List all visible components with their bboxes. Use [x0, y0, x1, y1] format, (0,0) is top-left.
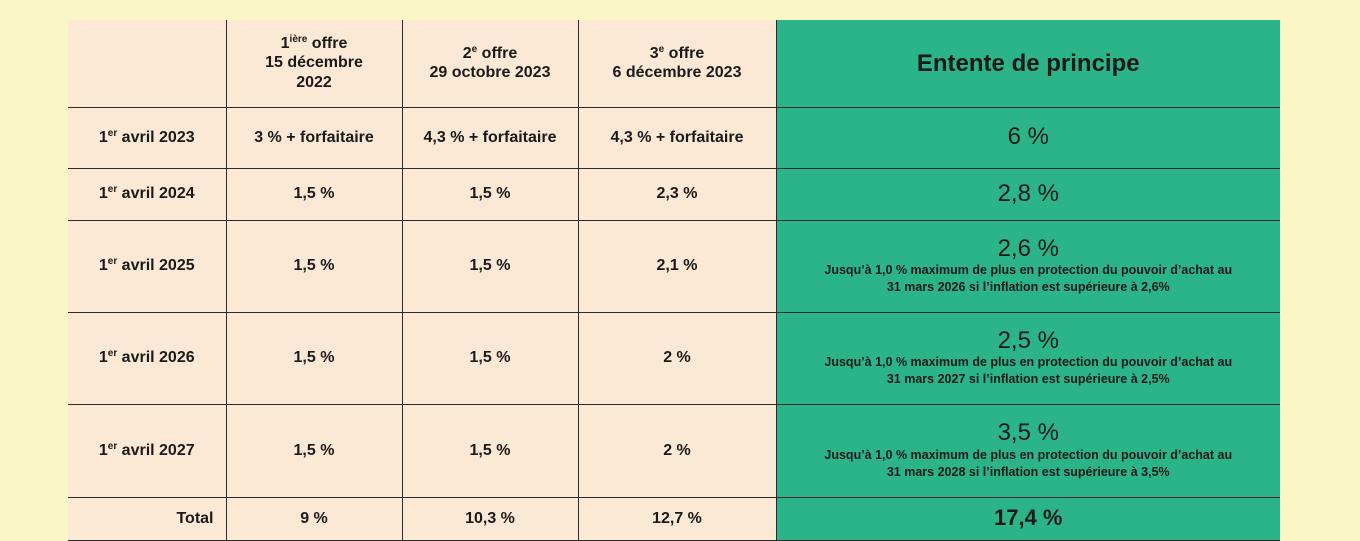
total-row: Total 9 % 10,3 % 12,7 % 17,4 %: [68, 496, 1280, 541]
offer-3-cell: 2,1 %: [577, 219, 777, 313]
salary-offers-table-container: 1ière offre 15 décembre 2022 2e offre 29…: [68, 20, 1280, 541]
offer-2-cell: 1,5 %: [401, 167, 579, 221]
purchasing-power-note: Jusqu’à 1,0 % maximum de plus en protect…: [824, 355, 1233, 387]
agreement-value: 6 %: [1007, 123, 1049, 151]
offer-1-cell: 1,5 %: [225, 219, 403, 313]
offer-3-cell: 2,3 %: [577, 167, 777, 221]
row-label: 1er avril 2026: [68, 311, 227, 405]
offer-2-cell: 1,5 %: [401, 403, 579, 498]
row-label: 1er avril 2024: [68, 167, 227, 221]
purchasing-power-note: Jusqu’à 1,0 % maximum de plus en protect…: [824, 447, 1233, 479]
table-row: 1er avril 2024 1,5 % 1,5 % 2,3 % 2,8 %: [68, 167, 1280, 221]
row-label: 1er avril 2027: [68, 403, 227, 498]
row-label: 1er avril 2023: [68, 106, 227, 169]
header-agreement: Entente de principe: [775, 20, 1280, 108]
offer-3-cell: 2 %: [577, 311, 777, 405]
total-offer-2: 10,3 %: [401, 496, 579, 541]
agreement-value: 2,6 %: [997, 234, 1059, 262]
table-row: 1er avril 2025 1,5 % 1,5 % 2,1 % 2,6 % J…: [68, 219, 1280, 313]
agreement-cell: 3,5 % Jusqu’à 1,0 % maximum de plus en p…: [775, 403, 1280, 498]
agreement-cell: 2,8 %: [775, 167, 1280, 221]
table-row: 1er avril 2026 1,5 % 1,5 % 2 % 2,5 % Jus…: [68, 311, 1280, 405]
agreement-cell: 6 %: [775, 106, 1280, 169]
offer-1-cell: 1,5 %: [225, 167, 403, 221]
agreement-cell: 2,5 % Jusqu’à 1,0 % maximum de plus en p…: [775, 311, 1280, 405]
offer-2-cell: 4,3 % + forfaitaire: [401, 106, 579, 169]
offer-2-cell: 1,5 %: [401, 311, 579, 405]
salary-offers-table: 1ière offre 15 décembre 2022 2e offre 29…: [68, 20, 1280, 541]
header-offer-2: 2e offre 29 octobre 2023: [401, 20, 579, 108]
total-agreement: 17,4 %: [994, 505, 1063, 531]
offer-1-cell: 1,5 %: [225, 311, 403, 405]
header-row: 1ière offre 15 décembre 2022 2e offre 29…: [68, 20, 1280, 108]
offer-1-cell: 3 % + forfaitaire: [225, 106, 403, 169]
header-offer-3: 3e offre 6 décembre 2023: [577, 20, 777, 108]
header-offer-1: 1ière offre 15 décembre 2022: [225, 20, 403, 108]
total-offer-3: 12,7 %: [577, 496, 777, 541]
header-empty-cell: [68, 20, 227, 108]
total-label: Total: [68, 496, 227, 541]
agreement-value: 2,5 %: [997, 326, 1059, 354]
offer-2-cell: 1,5 %: [401, 219, 579, 313]
offer-3-cell: 2 %: [577, 403, 777, 498]
offer-3-cell: 4,3 % + forfaitaire: [577, 106, 777, 169]
total-agreement-cell: 17,4 %: [775, 496, 1280, 541]
agreement-cell: 2,6 % Jusqu’à 1,0 % maximum de plus en p…: [775, 219, 1280, 313]
total-offer-1: 9 %: [225, 496, 403, 541]
table-row: 1er avril 2027 1,5 % 1,5 % 2 % 3,5 % Jus…: [68, 403, 1280, 498]
table-row: 1er avril 2023 3 % + forfaitaire 4,3 % +…: [68, 106, 1280, 169]
row-label: 1er avril 2025: [68, 219, 227, 313]
purchasing-power-note: Jusqu’à 1,0 % maximum de plus en protect…: [824, 263, 1233, 295]
agreement-value: 2,8 %: [997, 179, 1059, 207]
agreement-value: 3,5 %: [997, 419, 1059, 447]
offer-1-cell: 1,5 %: [225, 403, 403, 498]
